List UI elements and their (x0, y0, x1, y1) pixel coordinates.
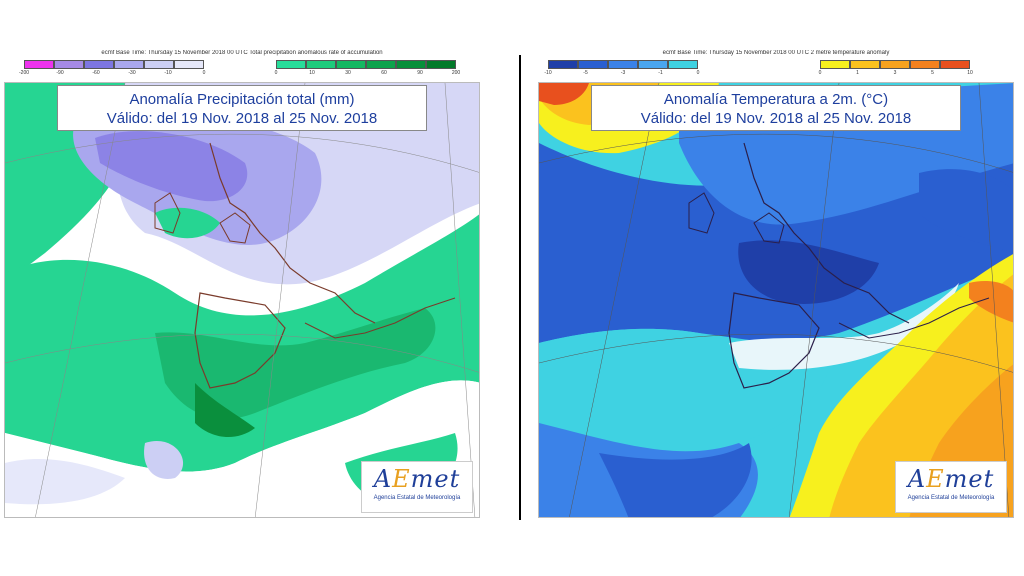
legend-swatch (396, 60, 426, 69)
aemet-logo: AEmet Agencia Estatal de Meteorología (361, 461, 473, 513)
temperature-map: Anomalía Temperatura a 2m. (°C) Válido: … (538, 82, 1014, 518)
legend-tick-label: -5 (583, 70, 588, 76)
temperature-valid-period: Válido: del 19 Nov. 2018 al 25 Nov. 2018 (640, 110, 912, 127)
legend-tick-label: -30 (128, 70, 136, 76)
legend-tick-label: 5 (931, 70, 934, 76)
precipitation-map: Anomalía Precipitación total (mm) Válido… (4, 82, 480, 518)
temperature-header: ecmf Base Time: Thursday 15 November 201… (538, 50, 1014, 80)
legend-swatch (638, 60, 668, 69)
legend-tick-label: -60 (92, 70, 100, 76)
precipitation-header: ecmf Base Time: Thursday 15 November 201… (4, 50, 480, 80)
legend-swatch (940, 60, 970, 69)
temperature-panel: ecmf Base Time: Thursday 15 November 201… (538, 50, 1014, 520)
legend-swatch (880, 60, 910, 69)
temperature-base-time: ecmf Base Time: Thursday 15 November 201… (662, 50, 890, 56)
legend-swatch (276, 60, 306, 69)
legend-swatches (24, 60, 204, 69)
precipitation-map-graphic (5, 83, 479, 517)
aemet-logo-subtitle: Agencia Estatal de Meteorología (907, 495, 995, 501)
legend-swatch (548, 60, 578, 69)
legend-tick-label: 10 (967, 70, 973, 76)
legend-swatch (668, 60, 698, 69)
legend-ticks: -10 -5 -3 -1 0 (544, 69, 700, 77)
legend-swatches (276, 60, 456, 69)
legend-swatch (910, 60, 940, 69)
aemet-logo-text: AEmet (907, 465, 995, 493)
legend-swatch (850, 60, 880, 69)
legend-swatch (24, 60, 54, 69)
precipitation-panel: ecmf Base Time: Thursday 15 November 201… (4, 50, 480, 520)
legend-ticks: -200 -90 -60 -30 -10 0 (19, 69, 206, 77)
legend-tick-label: 10 (309, 70, 315, 76)
legend-ticks: 0 10 30 60 90 200 (274, 69, 461, 77)
legend-tick-label: -10 (544, 70, 552, 76)
legend-swatch (174, 60, 204, 69)
precipitation-title-box: Anomalía Precipitación total (mm) Válido… (57, 85, 427, 131)
legend-swatch (608, 60, 638, 69)
legend-swatch (114, 60, 144, 69)
legend-tick-label: -10 (164, 70, 172, 76)
legend-swatch (578, 60, 608, 69)
temperature-legend-positive: 0 1 3 5 10 (818, 60, 973, 80)
legend-swatch (54, 60, 84, 69)
legend-ticks: 0 1 3 5 10 (818, 69, 973, 77)
legend-swatch (84, 60, 114, 69)
legend-swatches (820, 60, 970, 69)
legend-tick-label: 200 (451, 70, 461, 76)
aemet-logo: AEmet Agencia Estatal de Meteorología (895, 461, 1007, 513)
legend-tick-label: 0 (274, 70, 278, 76)
legend-swatch (144, 60, 174, 69)
precipitation-legend-positive: 0 10 30 60 90 200 (274, 60, 461, 80)
legend-tick-label: 90 (417, 70, 423, 76)
temperature-legend-negative: -10 -5 -3 -1 0 (544, 60, 700, 80)
temperature-title-box: Anomalía Temperatura a 2m. (°C) Válido: … (591, 85, 961, 131)
temperature-title: Anomalía Temperatura a 2m. (°C) (663, 91, 889, 108)
legend-tick-label: -3 (620, 70, 626, 76)
legend-tick-label: 1 (856, 70, 859, 76)
legend-tick-label: 30 (345, 70, 351, 76)
precipitation-valid-period: Válido: del 19 Nov. 2018 al 25 Nov. 2018 (106, 110, 378, 127)
legend-tick-label: -1 (658, 70, 663, 76)
legend-tick-label: 3 (893, 70, 897, 76)
legend-tick-label: 60 (381, 70, 387, 76)
legend-swatch (336, 60, 366, 69)
legend-swatch (426, 60, 456, 69)
legend-swatches (548, 60, 698, 69)
legend-tick-label: -200 (18, 70, 30, 76)
legend-swatch (366, 60, 396, 69)
aemet-logo-text: AEmet (373, 465, 461, 493)
temperature-map-graphic (539, 83, 1013, 517)
legend-tick-label: 0 (202, 70, 206, 76)
legend-swatch (306, 60, 336, 69)
legend-tick-label: -90 (56, 70, 64, 76)
panel-divider (519, 55, 521, 520)
legend-swatch (820, 60, 850, 69)
legend-tick-label: 0 (818, 70, 822, 76)
legend-tick-label: 0 (696, 70, 700, 76)
precipitation-base-time: ecmf Base Time: Thursday 15 November 201… (101, 50, 383, 56)
aemet-logo-subtitle: Agencia Estatal de Meteorología (373, 495, 461, 501)
precipitation-title: Anomalía Precipitación total (mm) (129, 91, 355, 108)
precipitation-legend-negative: -200 -90 -60 -30 -10 0 (19, 60, 206, 80)
